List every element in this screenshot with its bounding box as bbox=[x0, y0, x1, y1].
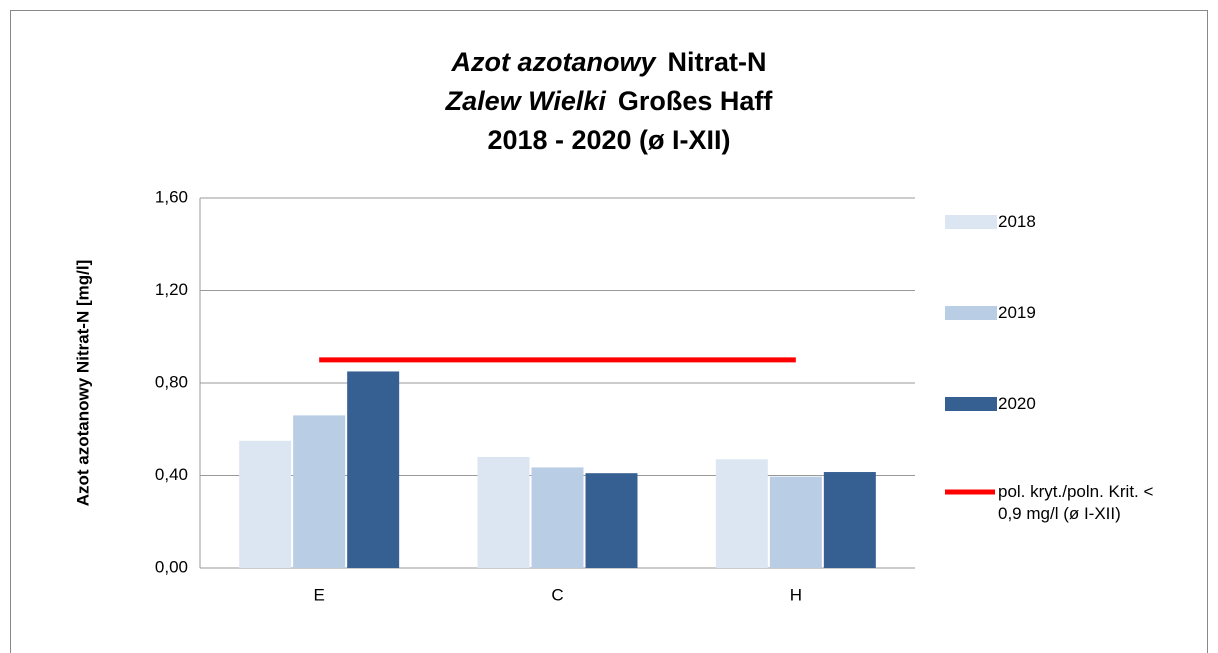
bar bbox=[347, 371, 400, 568]
legend-label: 2020 bbox=[998, 394, 1036, 413]
legend-swatch bbox=[945, 306, 997, 320]
title-part: Nitrat-N bbox=[668, 47, 767, 77]
y-tick-label: 0,40 bbox=[155, 465, 188, 484]
y-axis-label: Azot azotanowy Nitrat-N [mg/l] bbox=[73, 260, 92, 507]
chart-title: Zalew Wielki Großes Haff bbox=[445, 86, 774, 116]
y-tick-label: 0,00 bbox=[155, 557, 188, 576]
bar bbox=[293, 415, 346, 568]
x-tick-label: E bbox=[313, 585, 324, 604]
title-part: 2018 - 2020 (ø I-XII) bbox=[487, 125, 730, 155]
title-part: Zalew Wielki bbox=[445, 86, 607, 116]
legend-swatch bbox=[945, 397, 997, 411]
title-part: Großes Haff bbox=[618, 86, 774, 116]
y-tick-label: 1,20 bbox=[155, 280, 188, 299]
chart-title: 2018 - 2020 (ø I-XII) bbox=[487, 125, 730, 155]
bar bbox=[239, 440, 292, 568]
legend-label: pol. kryt./poln. Krit. < 0,9 mg/l (ø I-X… bbox=[998, 482, 1154, 523]
bar bbox=[769, 476, 822, 568]
legend-swatch bbox=[945, 215, 997, 229]
x-tick-label: H bbox=[790, 585, 802, 604]
x-tick-label: C bbox=[551, 585, 563, 604]
bar bbox=[715, 459, 768, 568]
legend-label: 2019 bbox=[998, 303, 1036, 322]
legend-label: 2018 bbox=[998, 212, 1036, 231]
y-tick-label: 0,80 bbox=[155, 372, 188, 391]
chart-title: Azot azotanowy Nitrat-N bbox=[450, 47, 766, 77]
y-tick-label: 1,60 bbox=[155, 187, 188, 206]
bar bbox=[823, 472, 876, 568]
bar bbox=[585, 473, 638, 568]
title-part: Azot azotanowy bbox=[450, 47, 657, 77]
bar bbox=[477, 457, 530, 568]
bar bbox=[531, 467, 584, 568]
